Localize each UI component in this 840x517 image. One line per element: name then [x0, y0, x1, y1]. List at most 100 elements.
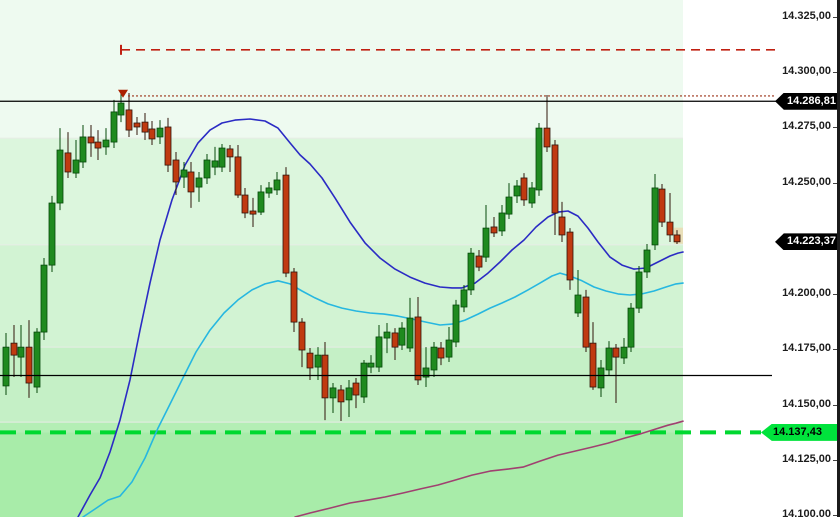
candle-bull [452, 304, 460, 343]
candle-bear [125, 109, 133, 131]
candle-bear [558, 216, 566, 236]
candle-bull [383, 331, 391, 339]
price-axis-label: 14.275,00 [782, 120, 831, 133]
candle-bear [475, 255, 483, 268]
candle-bear [566, 231, 574, 281]
price-axis-label: 14.200,00 [782, 286, 831, 299]
price-axis-label: 14.300,00 [782, 65, 831, 77]
sell-signal-arrow-icon [118, 89, 128, 98]
candle-bull [605, 347, 613, 371]
candle-bull [597, 367, 605, 389]
candle-bull [273, 179, 281, 191]
price-axis-label: 14.125,00 [782, 452, 831, 465]
candle-bull [375, 336, 383, 368]
candle-bear [520, 177, 528, 201]
candle-bull [102, 139, 110, 148]
candle-bear [543, 127, 551, 148]
candle-bull [574, 294, 582, 314]
candle-bull [72, 159, 80, 174]
candle-bear [290, 271, 298, 323]
candle-bear [94, 141, 102, 149]
axis-tick-mark [833, 182, 838, 184]
candle-bear [64, 152, 72, 173]
candle-bull [620, 346, 628, 359]
candle-bear [337, 389, 345, 403]
candle-bull [360, 362, 368, 398]
candle-bull [505, 196, 513, 215]
candle-bull [79, 136, 87, 163]
axis-tick-mark [833, 293, 838, 295]
axis-tick-mark [833, 16, 838, 18]
candle-bull [528, 187, 536, 204]
candle-bear [282, 174, 290, 274]
candle-bear [148, 128, 156, 140]
candle-bear [87, 136, 95, 144]
candle-bear [187, 171, 195, 193]
candle-bear [249, 210, 257, 215]
candle-bull [203, 159, 211, 179]
price-axis[interactable]: 14.325,00 14.300,00 14.275,00 14.250,00 14.2… [683, 0, 840, 517]
price-axis-label: 14.150,00 [782, 397, 831, 410]
candle-bull [627, 307, 635, 348]
candle-bull [195, 177, 203, 188]
candle-bull [406, 317, 414, 349]
candle-bear [658, 188, 666, 223]
candle-bull [422, 367, 430, 378]
candle-bull [513, 185, 521, 197]
candle-bear [437, 347, 445, 359]
candle-bull [445, 339, 453, 358]
stop-price-badge: 14.137,43 [761, 423, 838, 441]
candle-bear [10, 342, 18, 356]
axis-tick-mark [833, 404, 838, 406]
candle-bull [643, 249, 651, 273]
candle-bear [414, 316, 422, 381]
price-zone-band [0, 138, 683, 245]
candle-bull [367, 362, 375, 368]
price-axis-label: 14.100,00 [782, 508, 831, 517]
candle-bull [2, 346, 10, 387]
candle-bear [234, 156, 242, 196]
ma-mid-cyan-line [82, 272, 684, 517]
candle-bull [33, 331, 41, 388]
candle-bull [117, 102, 125, 116]
candle-bull [460, 289, 468, 308]
axis-tick-mark [833, 127, 838, 129]
resistance-price-badge: 14.286,81 [775, 92, 838, 110]
candle-bull [257, 191, 265, 213]
candle-bear [391, 332, 399, 348]
candle-bear [25, 346, 33, 384]
candle-bear [321, 354, 329, 399]
candle-bull [40, 264, 48, 333]
price-axis-label: 14.250,00 [782, 175, 831, 188]
window-edge-strip [837, 0, 840, 517]
candle-bull [265, 187, 273, 194]
candle-bull [329, 387, 337, 399]
candle-bear [133, 122, 141, 128]
candle-bear [298, 321, 306, 351]
candle-bear [582, 296, 590, 348]
candle-bull [635, 271, 643, 309]
candle-bear [490, 226, 498, 234]
candle-bear [164, 126, 172, 166]
price-axis-label: 14.175,00 [782, 342, 831, 355]
candle-bull [467, 252, 475, 291]
candle-bull [482, 227, 490, 258]
ma-slow-maroon-line [294, 420, 684, 517]
candle-bull [156, 127, 164, 138]
candle-bull [17, 346, 25, 358]
candle-bull [56, 149, 64, 204]
price-zone-band [0, 0, 683, 139]
candle-bear [241, 194, 249, 214]
price-zone-band [0, 422, 683, 433]
axis-tick-mark [833, 515, 838, 517]
axis-tick-mark [833, 349, 838, 351]
candle-bear [589, 342, 597, 388]
axis-tick-mark [833, 72, 838, 73]
candle-bear [306, 352, 314, 369]
candle-bull [48, 202, 56, 266]
candle-bull [314, 354, 322, 368]
candle-bull [211, 160, 219, 168]
price-axis-label: 14.325,00 [782, 9, 831, 22]
